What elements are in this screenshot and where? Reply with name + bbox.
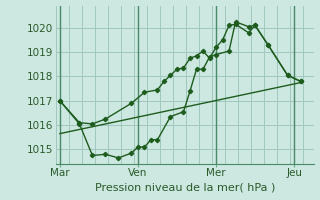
X-axis label: Pression niveau de la mer( hPa ): Pression niveau de la mer( hPa ) [95, 182, 275, 192]
